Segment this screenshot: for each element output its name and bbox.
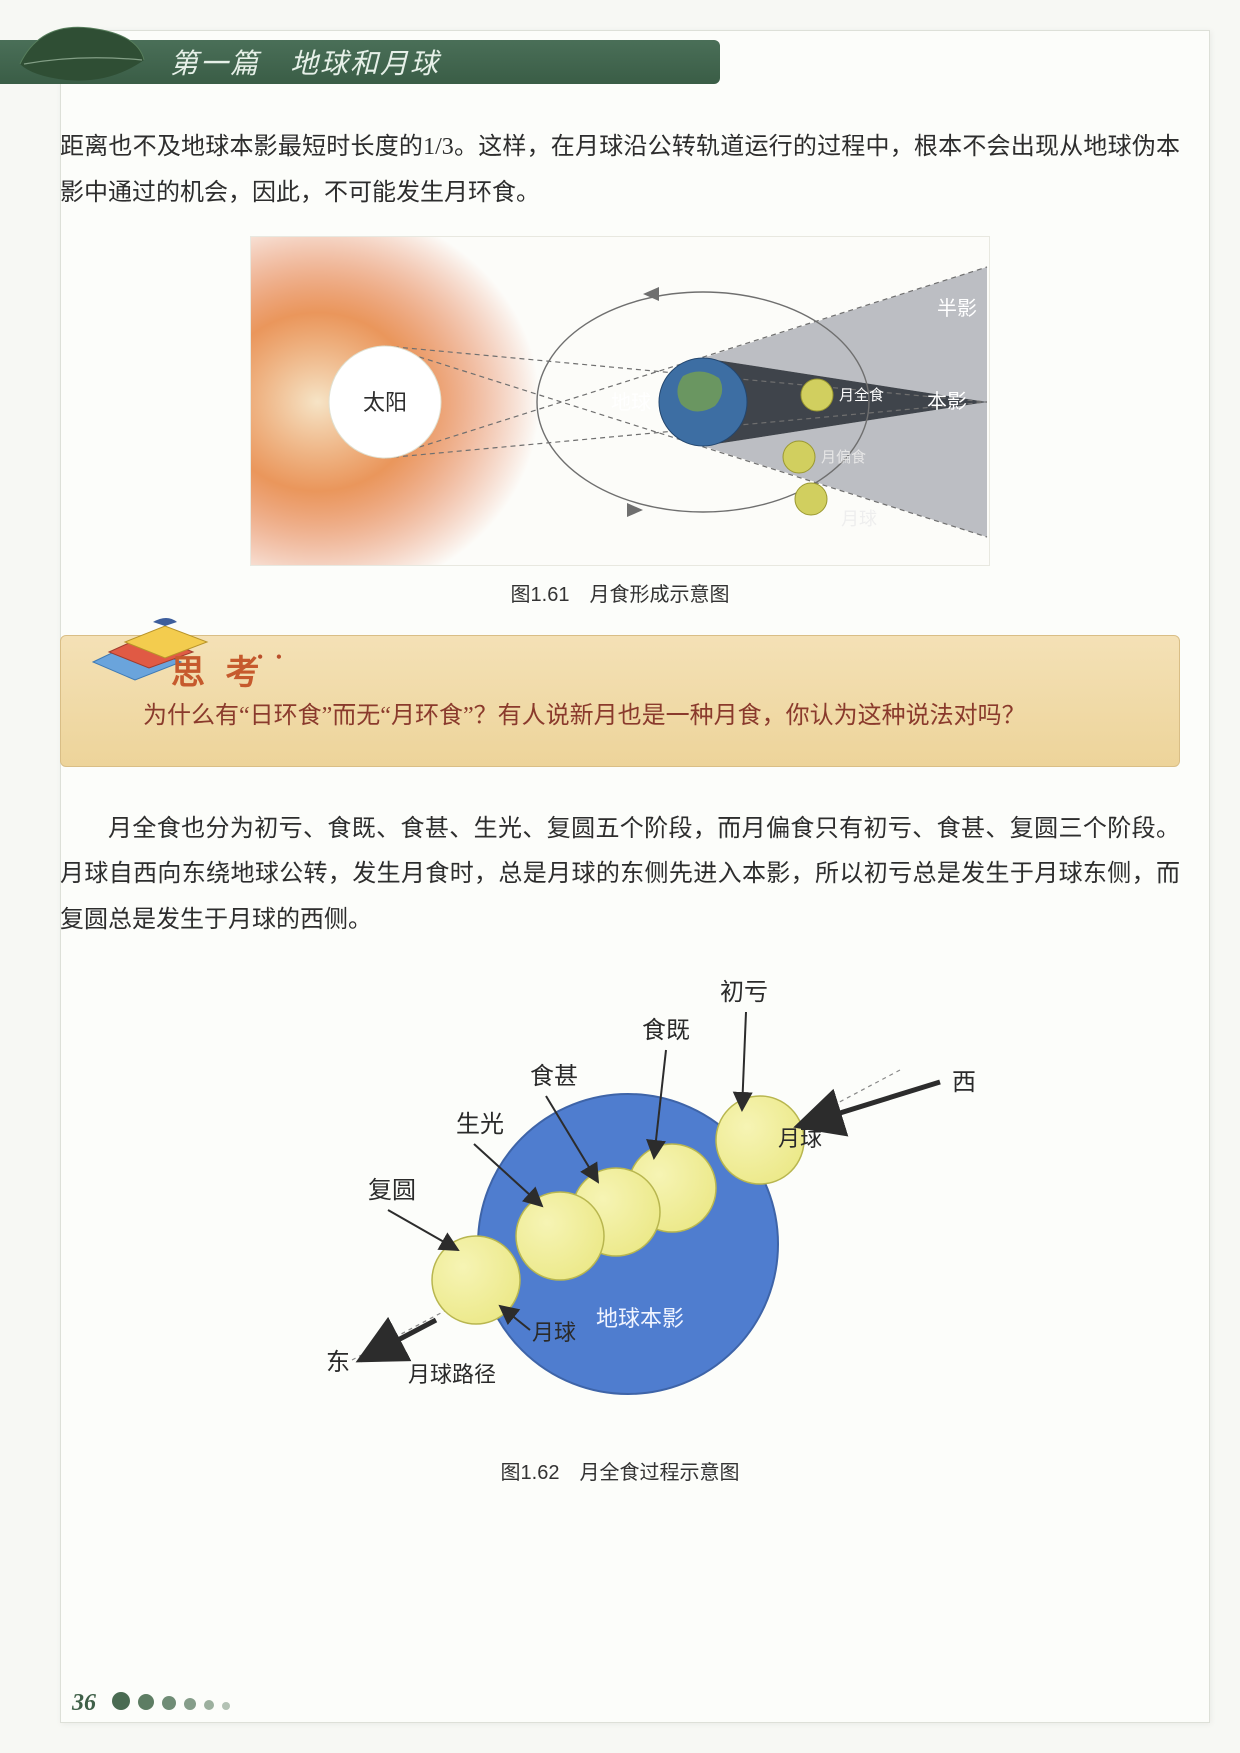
content-region: 距离也不及地球本影最短时长度的1/3。这样，在月球沿公转轨道运行的过程中，根本不…: [60, 85, 1180, 1668]
svg-text:月球路径: 月球路径: [408, 1362, 496, 1387]
svg-text:月球: 月球: [532, 1320, 576, 1345]
page-footer: 36: [72, 1690, 238, 1717]
paragraph-2: 月全食也分为初亏、食既、食甚、生光、复圆五个阶段，而月偏食只有初亏、食甚、复圆三…: [60, 807, 1180, 944]
page-number: 36: [72, 1690, 96, 1717]
diagram2-svg: 地球本影初亏食既食甚生光复圆月球月球西东月球路径: [240, 964, 1000, 1444]
svg-text:西: 西: [952, 1070, 976, 1096]
svg-text:月球: 月球: [841, 509, 877, 529]
svg-text:食甚: 食甚: [530, 1063, 578, 1090]
svg-text:东: 东: [326, 1349, 350, 1376]
diagram1-svg: 太阳 地球 月全食月偏食月球 半影本影: [251, 237, 990, 566]
chapter-title: 第一篇 地球和月球: [170, 42, 440, 82]
footer-dots: [112, 1692, 238, 1715]
footer-dot: [112, 1692, 130, 1710]
svg-text:月偏食: 月偏食: [821, 449, 866, 466]
svg-text:月球: 月球: [778, 1126, 822, 1151]
diagram-eclipse-formation: 太阳 地球 月全食月偏食月球 半影本影: [250, 236, 990, 566]
leaf-icon: [10, 14, 150, 104]
think-dots-icon: • •: [257, 640, 286, 674]
think-box: 思 考 • • 为什么有“日环食”而无“月环食”？有人说新月也是一种月食，你认为…: [60, 635, 1180, 767]
svg-text:本影: 本影: [927, 390, 967, 413]
svg-text:生光: 生光: [456, 1111, 504, 1138]
svg-text:月全食: 月全食: [839, 386, 884, 404]
paragraph-1: 距离也不及地球本影最短时长度的1/3。这样，在月球沿公转轨道运行的过程中，根本不…: [60, 125, 1180, 216]
footer-dot: [222, 1702, 230, 1710]
svg-text:食既: 食既: [642, 1017, 690, 1044]
footer-dot: [184, 1698, 196, 1710]
think-title: 思 考: [171, 642, 266, 707]
diagram1-caption: 图1.61 月食形成示意图: [60, 578, 1180, 607]
footer-dot: [204, 1700, 214, 1710]
footer-dot: [162, 1696, 176, 1710]
svg-text:地球本影: 地球本影: [596, 1306, 684, 1331]
svg-text:复圆: 复圆: [368, 1177, 416, 1204]
footer-dot: [138, 1694, 154, 1710]
page: 第一篇 地球和月球 距离也不及地球本影最短时长度的1/3。这样，在月球沿公转轨道…: [0, 0, 1240, 1753]
diagram2-caption: 图1.62 月全食过程示意图: [60, 1456, 1180, 1485]
svg-text:地球: 地球: [611, 391, 651, 414]
svg-text:半影: 半影: [937, 297, 977, 320]
svg-text:太阳: 太阳: [363, 390, 407, 415]
svg-text:初亏: 初亏: [720, 979, 768, 1006]
diagram-total-eclipse-process: 地球本影初亏食既食甚生光复圆月球月球西东月球路径: [240, 964, 1000, 1444]
